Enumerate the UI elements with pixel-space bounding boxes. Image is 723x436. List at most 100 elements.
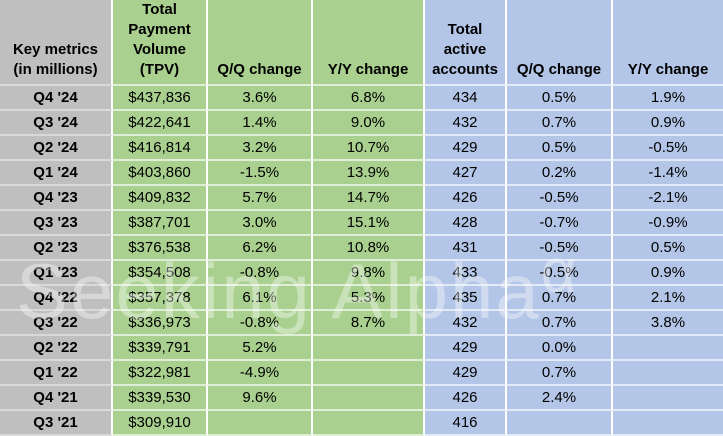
quarter-label: Q4 '22 <box>0 286 113 311</box>
header-active-accounts: Total active accounts <box>425 0 507 86</box>
accounts-value: 426 <box>425 186 507 211</box>
accounts-yy-change: -0.9% <box>613 211 723 236</box>
accounts-yy-change: 0.9% <box>613 111 723 136</box>
accounts-value: 429 <box>425 136 507 161</box>
tpv-qq-change <box>208 411 313 436</box>
tpv-value: $309,910 <box>113 411 208 436</box>
tpv-qq-change: 3.0% <box>208 211 313 236</box>
accounts-yy-change: -2.1% <box>613 186 723 211</box>
accounts-qq-change: 0.2% <box>507 161 613 186</box>
accounts-qq-change: 0.5% <box>507 136 613 161</box>
quarter-label: Q2 '23 <box>0 236 113 261</box>
tpv-yy-change: 9.8% <box>313 261 425 286</box>
tpv-yy-change: 6.8% <box>313 86 425 111</box>
header-key-metrics: Key metrics (in millions) <box>0 0 113 86</box>
quarter-label: Q4 '21 <box>0 386 113 411</box>
accounts-qq-change: -0.5% <box>507 261 613 286</box>
header-accounts-yy-change: Y/Y change <box>613 0 723 86</box>
quarter-label: Q4 '24 <box>0 86 113 111</box>
accounts-yy-change: 1.9% <box>613 86 723 111</box>
accounts-yy-change: -0.5% <box>613 136 723 161</box>
quarter-label: Q1 '24 <box>0 161 113 186</box>
tpv-value: $437,836 <box>113 86 208 111</box>
tpv-value: $422,641 <box>113 111 208 136</box>
accounts-yy-change: 0.5% <box>613 236 723 261</box>
tpv-yy-change: 15.1% <box>313 211 425 236</box>
accounts-yy-change: 0.9% <box>613 261 723 286</box>
accounts-value: 426 <box>425 386 507 411</box>
tpv-yy-change: 5.3% <box>313 286 425 311</box>
accounts-qq-change: 0.7% <box>507 111 613 136</box>
tpv-value: $376,538 <box>113 236 208 261</box>
tpv-value: $339,791 <box>113 336 208 361</box>
quarter-label: Q3 '22 <box>0 311 113 336</box>
tpv-value: $357,378 <box>113 286 208 311</box>
accounts-value: 428 <box>425 211 507 236</box>
accounts-qq-change: 0.7% <box>507 361 613 386</box>
tpv-qq-change: 1.4% <box>208 111 313 136</box>
tpv-yy-change: 9.0% <box>313 111 425 136</box>
tpv-qq-change: 6.1% <box>208 286 313 311</box>
quarter-label: Q4 '23 <box>0 186 113 211</box>
tpv-qq-change: -0.8% <box>208 261 313 286</box>
tpv-qq-change: -1.5% <box>208 161 313 186</box>
header-accounts-qq-change: Q/Q change <box>507 0 613 86</box>
tpv-qq-change: 9.6% <box>208 386 313 411</box>
quarter-label: Q1 '22 <box>0 361 113 386</box>
accounts-value: 432 <box>425 311 507 336</box>
accounts-value: 431 <box>425 236 507 261</box>
accounts-value: 432 <box>425 111 507 136</box>
accounts-yy-change <box>613 361 723 386</box>
accounts-qq-change: 2.4% <box>507 386 613 411</box>
tpv-value: $409,832 <box>113 186 208 211</box>
accounts-qq-change: 0.5% <box>507 86 613 111</box>
tpv-yy-change: 8.7% <box>313 311 425 336</box>
tpv-value: $322,981 <box>113 361 208 386</box>
header-tpv-yy-change: Y/Y change <box>313 0 425 86</box>
accounts-qq-change: -0.5% <box>507 236 613 261</box>
tpv-qq-change: 5.7% <box>208 186 313 211</box>
tpv-value: $387,701 <box>113 211 208 236</box>
tpv-value: $354,508 <box>113 261 208 286</box>
tpv-qq-change: 6.2% <box>208 236 313 261</box>
accounts-yy-change: 3.8% <box>613 311 723 336</box>
tpv-yy-change <box>313 336 425 361</box>
accounts-value: 435 <box>425 286 507 311</box>
accounts-qq-change: 0.7% <box>507 311 613 336</box>
accounts-yy-change <box>613 386 723 411</box>
tpv-value: $403,860 <box>113 161 208 186</box>
quarter-label: Q1 '23 <box>0 261 113 286</box>
tpv-value: $336,973 <box>113 311 208 336</box>
accounts-yy-change <box>613 336 723 361</box>
accounts-value: 429 <box>425 361 507 386</box>
accounts-qq-change: -0.7% <box>507 211 613 236</box>
accounts-yy-change <box>613 411 723 436</box>
tpv-yy-change: 14.7% <box>313 186 425 211</box>
header-tpv-qq-change: Q/Q change <box>208 0 313 86</box>
tpv-qq-change: 3.6% <box>208 86 313 111</box>
accounts-yy-change: -1.4% <box>613 161 723 186</box>
tpv-qq-change: -4.9% <box>208 361 313 386</box>
quarter-label: Q2 '24 <box>0 136 113 161</box>
tpv-yy-change: 10.7% <box>313 136 425 161</box>
tpv-value: $416,814 <box>113 136 208 161</box>
accounts-value: 429 <box>425 336 507 361</box>
quarter-label: Q3 '24 <box>0 111 113 136</box>
tpv-yy-change <box>313 361 425 386</box>
quarter-label: Q2 '22 <box>0 336 113 361</box>
accounts-value: 427 <box>425 161 507 186</box>
accounts-yy-change: 2.1% <box>613 286 723 311</box>
tpv-qq-change: 5.2% <box>208 336 313 361</box>
tpv-value: $339,530 <box>113 386 208 411</box>
accounts-qq-change: 0.7% <box>507 286 613 311</box>
tpv-qq-change: 3.2% <box>208 136 313 161</box>
accounts-qq-change: -0.5% <box>507 186 613 211</box>
tpv-yy-change: 13.9% <box>313 161 425 186</box>
quarter-label: Q3 '23 <box>0 211 113 236</box>
accounts-value: 416 <box>425 411 507 436</box>
tpv-yy-change <box>313 386 425 411</box>
quarter-label: Q3 '21 <box>0 411 113 436</box>
accounts-qq-change: 0.0% <box>507 336 613 361</box>
